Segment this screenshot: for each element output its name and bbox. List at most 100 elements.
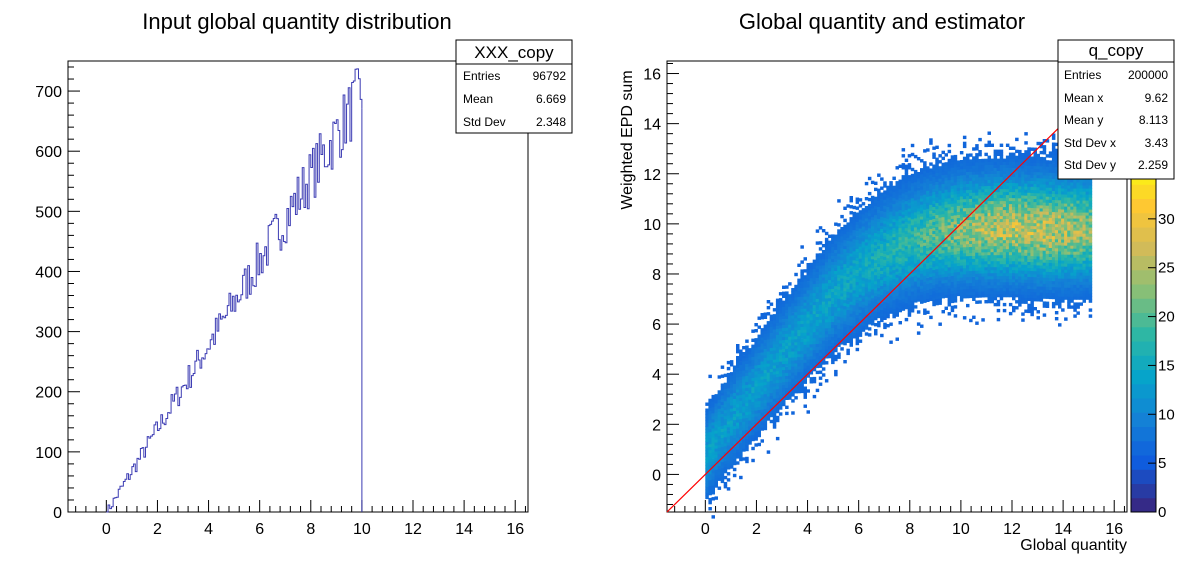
heatmap-cell (821, 373, 826, 377)
heatmap-cell (907, 241, 912, 245)
heatmap-cell (824, 270, 829, 275)
heatmap-cell (745, 384, 749, 388)
heatmap-cell (711, 473, 715, 477)
heatmap-cell (874, 271, 878, 276)
heatmap-cell (870, 180, 875, 185)
heatmap-cell (708, 428, 712, 433)
heatmap-cell (751, 347, 755, 351)
heatmap-cell (705, 417, 709, 421)
heatmap-cell (846, 264, 850, 268)
heatmap-cell (794, 332, 798, 337)
heatmap-cell (785, 315, 789, 319)
heatmap-cell (1021, 201, 1025, 205)
heatmap-cell (1008, 167, 1013, 171)
heatmap-cell (932, 281, 936, 286)
heatmap-cell (714, 424, 718, 428)
heatmap-cell (1042, 283, 1047, 287)
heatmap-cell (723, 424, 728, 429)
heatmap-cell (818, 340, 823, 344)
heatmap-cell (800, 323, 804, 327)
heatmap-cell (993, 215, 998, 220)
heatmap-cell (1002, 290, 1007, 295)
heatmap-cell (1015, 276, 1019, 280)
heatmap-cell (791, 318, 795, 322)
heatmap-cell (1030, 267, 1034, 272)
heatmap-cell (1030, 282, 1034, 287)
heatmap-cell (901, 289, 906, 293)
heatmap-cell (910, 246, 915, 250)
heatmap-cell (1015, 264, 1019, 268)
heatmap-cell (990, 209, 994, 214)
heatmap-cell (880, 186, 884, 190)
heatmap-cell (778, 391, 783, 395)
heatmap-cell (1012, 236, 1016, 241)
heatmap-cell (987, 248, 991, 253)
heatmap-cell (910, 300, 915, 304)
heatmap-cell (800, 386, 804, 391)
heatmap-cell (959, 265, 964, 269)
heatmap-cell (855, 218, 860, 222)
heatmap-cell (785, 387, 789, 391)
heatmap-cell (959, 259, 964, 263)
heatmap-cell (1015, 164, 1019, 169)
heatmap-cell (895, 208, 899, 212)
heatmap-cell (726, 487, 731, 491)
heatmap-cell (785, 306, 789, 310)
heatmap-cell (1012, 293, 1016, 298)
heatmap-cell (788, 396, 792, 400)
heatmap-cell (855, 245, 860, 249)
heatmap-cell (782, 354, 786, 359)
heatmap-cell (953, 209, 958, 213)
heatmap-cell (720, 410, 725, 414)
heatmap-cell (975, 246, 979, 250)
heatmap-cell (947, 164, 952, 169)
heatmap-cell (959, 211, 964, 215)
heatmap-cell (941, 165, 945, 170)
heatmap-cell (824, 328, 829, 332)
heatmap-cell (932, 242, 936, 247)
heatmap-cell (1042, 301, 1047, 305)
heatmap-cell (840, 239, 844, 243)
heatmap-cell (947, 170, 952, 175)
heatmap-cell (904, 257, 909, 262)
heatmap-cell (916, 187, 921, 191)
heatmap-cell (861, 316, 866, 320)
heatmap-cell (999, 215, 1004, 220)
heatmap-cell (723, 388, 728, 393)
heatmap-cell (769, 377, 774, 382)
heatmap-cell (834, 327, 838, 332)
heatmap-cell (886, 275, 890, 280)
heatmap-cell (1021, 177, 1025, 181)
heatmap-cell (1036, 262, 1040, 266)
heatmap-cell (788, 339, 792, 343)
heatmap-cell (849, 298, 853, 302)
heatmap-cell (926, 208, 930, 212)
heatmap-cell (962, 210, 967, 215)
heatmap-cell (966, 255, 970, 260)
heatmap-cell (840, 275, 844, 279)
heatmap-cell (726, 430, 731, 434)
heatmap-cell (1008, 179, 1013, 183)
heatmap-cell (981, 203, 985, 208)
heatmap-cell (1039, 232, 1044, 236)
heatmap-cell (785, 324, 789, 328)
heatmap-cell (794, 335, 798, 340)
heatmap-cell (861, 292, 866, 296)
heatmap-cell (736, 383, 740, 387)
heatmap-cell (993, 269, 998, 274)
heatmap-cell (966, 288, 970, 293)
heatmap-cell (996, 233, 1001, 238)
heatmap-cell (763, 351, 768, 355)
heatmap-cell (910, 179, 915, 184)
heatmap-cell (1033, 225, 1037, 230)
heatmap-cell (969, 216, 973, 220)
heatmap-cell (978, 267, 982, 271)
heatmap-cell (987, 290, 991, 295)
heatmap-cell (1021, 204, 1025, 208)
heatmap-cell (837, 232, 841, 236)
heatmap-cell (993, 287, 998, 292)
heatmap-cell (926, 310, 930, 314)
heatmap-cell (1042, 271, 1047, 275)
heatmap-cell (1021, 264, 1025, 268)
heatmap-cell (950, 185, 955, 189)
